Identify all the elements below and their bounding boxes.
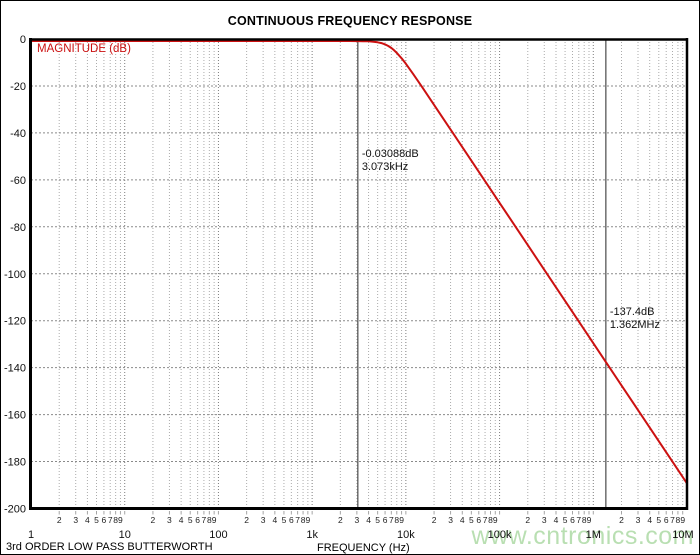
y-tick-label: 0 <box>20 34 26 46</box>
x-minor-label: 6 <box>476 515 481 525</box>
x-minor-label: 4 <box>272 515 277 525</box>
plot-border <box>29 38 689 510</box>
x-minor-label: 9 <box>493 515 498 525</box>
chart-title: CONTINUOUS FREQUENCY RESPONSE <box>227 14 473 28</box>
y-axis-tick-labels: 0 -20 -40 -60 -80 -100 -120 -140 -160 -180 -200 <box>4 34 26 516</box>
cursor-2-freq-value: 1.362MHz <box>609 319 660 331</box>
watermark-text: www.cntronics.com <box>471 522 694 550</box>
y-tick-label: -100 <box>4 269 26 281</box>
x-minor-label: 7 <box>576 515 581 525</box>
x-minor-label: 4 <box>179 515 184 525</box>
y-tick-label: -180 <box>4 457 26 469</box>
x-minor-label: 7 <box>483 515 488 525</box>
cursor-annotation-1: -0.03088dB 3.073kHz <box>362 148 419 174</box>
x-minor-label: 6 <box>383 515 388 525</box>
y-tick-label: -20 <box>10 81 26 93</box>
x-minor-label: 9 <box>118 515 123 525</box>
x-decade-label: 100k <box>488 529 512 541</box>
x-minor-label: 2 <box>432 515 437 525</box>
x-minor-label: 3 <box>448 515 453 525</box>
x-minor-label: 2 <box>525 515 530 525</box>
cursor-annotation-2: -137.4dB 1.362MHz <box>610 306 660 332</box>
x-minor-label: 8 <box>113 515 118 525</box>
x-minor-label: 8 <box>394 515 399 525</box>
x-minor-label: 8 <box>676 515 681 525</box>
y-tick-label: -200 <box>4 504 26 516</box>
x-decade-label: 10M <box>672 529 693 541</box>
y-tick-label: -120 <box>4 316 26 328</box>
y-tick-label: -160 <box>4 410 26 422</box>
x-minor-label: 6 <box>102 515 107 525</box>
x-minor-label: 7 <box>108 515 113 525</box>
x-minor-label: 5 <box>656 515 661 525</box>
x-minor-label: 3 <box>636 515 641 525</box>
x-minor-label: 6 <box>195 515 200 525</box>
y-axis-inplot-label: MAGNITUDE (dB) <box>37 43 131 55</box>
response-curve <box>31 40 688 484</box>
x-decade-label: 100 <box>209 529 227 541</box>
y-tick-label: -40 <box>10 128 26 140</box>
x-minor-label: 5 <box>563 515 568 525</box>
cursor-2-db-value: -137.4dB <box>609 306 655 318</box>
x-minor-label: 5 <box>94 515 99 525</box>
x-decade-label: 1M <box>586 529 601 541</box>
x-minor-label: 9 <box>399 515 404 525</box>
x-minor-label: 8 <box>488 515 493 525</box>
x-decade-label: 1 <box>28 529 34 541</box>
x-minor-label: 6 <box>664 515 669 525</box>
x-minor-label: 9 <box>212 515 217 525</box>
x-minor-label: 3 <box>73 515 78 525</box>
y-tick-label: -140 <box>4 363 26 375</box>
grid-horizontal <box>31 85 687 463</box>
x-minor-label: 8 <box>301 515 306 525</box>
y-tick-label: -60 <box>10 175 26 187</box>
x-minor-label: 3 <box>167 515 172 525</box>
x-minor-label: 7 <box>295 515 300 525</box>
x-minor-label: 4 <box>460 515 465 525</box>
x-minor-label: 6 <box>289 515 294 525</box>
x-minor-label: 2 <box>57 515 62 525</box>
x-axis-label: FREQUENCY (Hz) <box>317 542 410 554</box>
x-minor-label: 2 <box>338 515 343 525</box>
x-minor-label: 7 <box>202 515 207 525</box>
x-minor-label: 5 <box>375 515 380 525</box>
x-minor-label: 4 <box>85 515 90 525</box>
cursor-1-freq-value: 3.073kHz <box>361 161 409 173</box>
x-minor-label: 5 <box>469 515 474 525</box>
x-minor-label: 3 <box>261 515 266 525</box>
filter-description-label: 3rd ORDER LOW PASS BUTTERWORTH <box>6 541 213 553</box>
cursor-1-db-value: -0.03088dB <box>361 148 419 160</box>
x-minor-label: 6 <box>570 515 575 525</box>
x-minor-label: 9 <box>305 515 310 525</box>
x-minor-label: 4 <box>554 515 559 525</box>
y-tick-label: -80 <box>10 222 26 234</box>
x-minor-label: 3 <box>542 515 547 525</box>
x-decade-label: 10 <box>119 529 131 541</box>
x-minor-label: 8 <box>582 515 587 525</box>
x-minor-label: 2 <box>151 515 156 525</box>
x-minor-label: 4 <box>366 515 371 525</box>
x-minor-label: 5 <box>188 515 193 525</box>
x-minor-label: 8 <box>207 515 212 525</box>
x-decade-label: 10k <box>397 529 415 541</box>
x-decade-label: 1k <box>306 529 318 541</box>
x-minor-label: 9 <box>587 515 592 525</box>
x-minor-label: 2 <box>619 515 624 525</box>
x-axis-decade-labels: 1 10 100 1k 10k 100k 1M 10M <box>28 529 694 541</box>
x-minor-label: 2 <box>244 515 249 525</box>
x-minor-label: 5 <box>282 515 287 525</box>
x-minor-label: 7 <box>670 515 675 525</box>
x-minor-label: 3 <box>354 515 359 525</box>
x-minor-label: 7 <box>389 515 394 525</box>
x-minor-label: 9 <box>680 515 685 525</box>
x-minor-label: 4 <box>647 515 652 525</box>
x-axis-tick-marks <box>58 511 684 515</box>
